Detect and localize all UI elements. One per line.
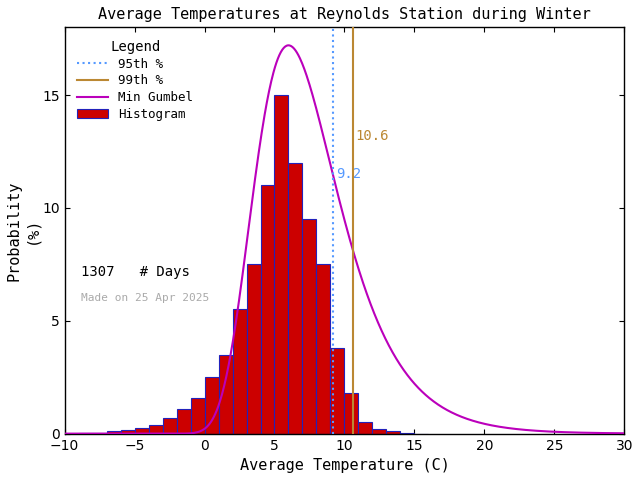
Bar: [344, 393, 358, 433]
Legend: 95th %, 99th %, Min Gumbel, Histogram: 95th %, 99th %, Min Gumbel, Histogram: [71, 34, 200, 127]
Bar: [260, 185, 275, 433]
Bar: [191, 397, 205, 433]
Text: 1307   # Days: 1307 # Days: [81, 265, 190, 279]
Bar: [289, 163, 303, 433]
Bar: [148, 425, 163, 433]
Bar: [205, 377, 218, 433]
Text: Made on 25 Apr 2025: Made on 25 Apr 2025: [81, 293, 210, 303]
Bar: [401, 432, 415, 433]
Bar: [275, 95, 289, 433]
Bar: [163, 418, 177, 433]
Bar: [120, 430, 134, 433]
Bar: [134, 428, 148, 433]
Title: Average Temperatures at Reynolds Station during Winter: Average Temperatures at Reynolds Station…: [98, 7, 591, 22]
Bar: [79, 432, 93, 433]
Text: 9.2: 9.2: [336, 167, 361, 181]
Bar: [218, 355, 232, 433]
Bar: [177, 409, 191, 433]
Bar: [303, 219, 316, 433]
Text: 10.6: 10.6: [356, 129, 389, 143]
Bar: [372, 429, 387, 433]
X-axis label: Average Temperature (C): Average Temperature (C): [239, 458, 449, 473]
Bar: [93, 432, 107, 433]
Bar: [330, 348, 344, 433]
Bar: [358, 422, 372, 433]
Bar: [387, 432, 401, 433]
Bar: [232, 310, 246, 433]
Bar: [316, 264, 330, 433]
Bar: [246, 264, 260, 433]
Bar: [107, 432, 120, 433]
Y-axis label: Probability
(%): Probability (%): [7, 180, 39, 281]
